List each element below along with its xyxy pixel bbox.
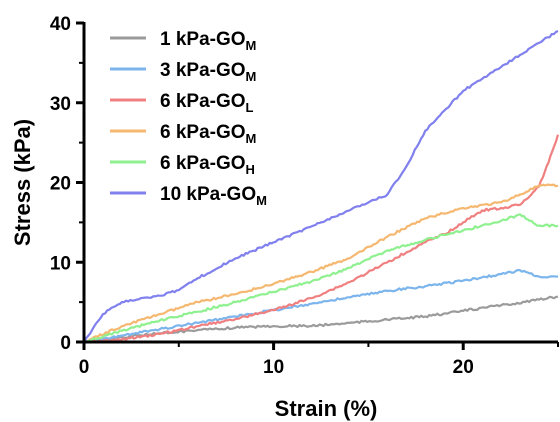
series-line-6 (83, 30, 559, 343)
legend: 1 kPa-GOM 3 kPa-GOM 6 kPa-GOL 6 kPa-GOM 6 kP… (110, 29, 267, 208)
x-tick-label: 20 (453, 357, 474, 378)
legend-label: 1 kPa-GOM (160, 29, 256, 53)
x-axis-label: Strain (%) (275, 396, 378, 421)
legend-label: 6 kPa-GOH (160, 153, 255, 177)
y-axis-label: Stress (kPa) (10, 119, 35, 246)
y-ticks: 0 10 20 30 40 (50, 14, 84, 354)
y-tick-label: 20 (50, 174, 71, 195)
series-line-3 (83, 134, 560, 344)
y-tick-label: 30 (50, 94, 71, 115)
series-line-5 (83, 213, 559, 344)
y-tick-label: 10 (50, 253, 71, 274)
legend-label: 10 kPa-GOM (160, 184, 267, 208)
legend-label: 6 kPa-GOL (160, 91, 254, 115)
y-tick-label: 40 (50, 14, 71, 35)
legend-label: 6 kPa-GOM (160, 122, 256, 146)
x-tick-label: 0 (79, 357, 90, 378)
y-tick-label: 0 (60, 333, 71, 354)
legend-label: 3 kPa-GOM (160, 60, 256, 84)
series-line-4 (83, 183, 559, 344)
series-lines (83, 30, 560, 344)
x-ticks: 0 10 20 (79, 342, 559, 378)
series-line-2 (83, 268, 559, 344)
x-tick-label: 10 (263, 357, 284, 378)
